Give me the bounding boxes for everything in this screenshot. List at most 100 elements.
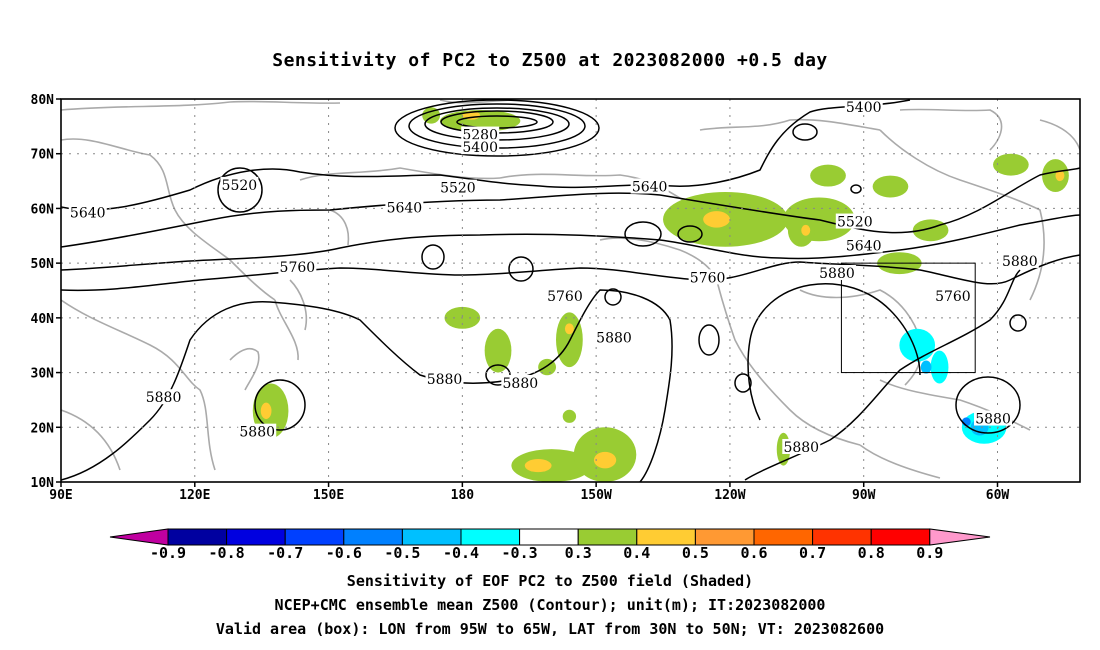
lat-label: 40N <box>31 312 55 327</box>
lon-label: 90E <box>49 488 72 503</box>
shading-patch <box>993 153 1029 176</box>
contour-label: 5880 <box>239 425 275 441</box>
lon-label: 90W <box>852 488 876 503</box>
colorbar-cell <box>226 528 286 546</box>
shading-patch <box>1055 170 1065 182</box>
lat-label: 70N <box>31 148 55 163</box>
contour-label: 5880 <box>503 376 539 392</box>
colorbar-label: 0.5 <box>682 544 709 562</box>
sensitivity-shading <box>252 107 1069 482</box>
contour-label: 5760 <box>690 270 726 286</box>
contour-label-bg <box>782 438 821 454</box>
shading-patch <box>593 451 617 469</box>
contour-label-bg <box>545 287 584 303</box>
shading-patch <box>787 213 815 247</box>
contour-label-bg <box>817 264 856 280</box>
shading-patch <box>801 224 811 236</box>
contour-label-bg <box>933 287 972 303</box>
colorbar-cell <box>870 528 931 546</box>
contour-label-bg <box>425 371 464 387</box>
contour-label: 5880 <box>975 412 1011 428</box>
lat-label: 60N <box>31 202 55 217</box>
colorbar-label: -0.9 <box>150 544 186 562</box>
shading-patch <box>872 175 909 198</box>
lat-label: 20N <box>31 421 55 436</box>
shading-patch <box>703 211 730 228</box>
contour-label: 5520 <box>222 178 258 194</box>
colorbar-cell <box>343 528 403 546</box>
shading-patch <box>524 459 552 473</box>
contour-label: 5760 <box>935 289 971 305</box>
contour-label: 5520 <box>440 181 476 197</box>
colorbar-cell <box>460 528 521 546</box>
colorbar-label: 0.3 <box>565 544 592 562</box>
colorbar-label: -0.7 <box>267 544 303 562</box>
shading-patch <box>562 409 577 423</box>
shading-patch <box>564 323 574 335</box>
valid-area-box <box>840 262 976 374</box>
shading-patch <box>810 164 846 187</box>
contour-label: 5640 <box>387 200 423 216</box>
contour-label-bg <box>844 99 883 115</box>
lon-label: 150E <box>313 488 344 503</box>
footer-line-1: Sensitivity of EOF PC2 to Z500 field (Sh… <box>346 572 754 590</box>
lat-label: 30N <box>31 367 55 382</box>
coastlines <box>61 99 1080 479</box>
shading-patch <box>920 360 932 374</box>
contour-label-bg <box>438 179 477 195</box>
lon-label: 150W <box>580 488 611 503</box>
contour-label-bg <box>844 237 883 253</box>
contour-label-bg <box>835 213 874 229</box>
colorbar-tip-left <box>109 528 169 546</box>
title: Sensitivity of PC2 to Z500 at 2023082000… <box>272 50 828 71</box>
contour-label: 5400 <box>846 100 882 116</box>
lon-label: 60W <box>986 488 1010 503</box>
contour-label: 5880 <box>1002 254 1038 270</box>
lon-label: 120W <box>714 488 745 503</box>
footer-line-3: Valid area (box): LON from 95W to 65W, L… <box>215 620 885 638</box>
footer-line-2: NCEP+CMC ensemble mean Z500 (Contour); u… <box>274 596 826 614</box>
colorbar-label: -0.6 <box>326 544 362 562</box>
contour-label-bg <box>501 374 540 390</box>
shading-patch <box>899 328 936 362</box>
contour-label-bg <box>461 126 500 142</box>
lat-label: 50N <box>31 257 55 272</box>
colorbar-label: 0.7 <box>799 544 826 562</box>
contour-label-bg <box>238 423 277 439</box>
colorbar-cell <box>167 528 228 546</box>
contour-label: 5400 <box>462 140 498 156</box>
colorbar-cell <box>812 528 872 546</box>
colorbar-label: -0.8 <box>209 544 245 562</box>
colorbar-label: 0.8 <box>858 544 885 562</box>
contour-label-bg <box>974 410 1013 426</box>
contour-label: 5880 <box>146 390 182 406</box>
lat-label: 10N <box>31 476 55 491</box>
contour-label-bg <box>278 258 317 274</box>
colorbar-cell <box>694 528 755 546</box>
contour-label: 5640 <box>846 239 882 255</box>
contour-label-bg <box>630 178 669 194</box>
lat-label: 80N <box>31 93 55 108</box>
contour-label-bg <box>1000 252 1039 268</box>
colorbar-label: 0.6 <box>740 544 767 562</box>
colorbar-label: -0.5 <box>384 544 420 562</box>
colorbar-label: 0.4 <box>623 544 650 562</box>
colorbar-cell <box>577 528 638 546</box>
contour-label-bg <box>68 204 107 220</box>
shading-patch <box>930 350 949 384</box>
colorbar-cell <box>636 528 696 546</box>
colorbar-cell <box>401 528 462 546</box>
contour-label-bg <box>688 269 727 285</box>
contour-label: 5760 <box>547 289 583 305</box>
map-frame <box>60 98 1081 483</box>
contour-label-bg <box>144 389 183 405</box>
contour-label: 5640 <box>70 205 106 221</box>
contour-label: 5880 <box>596 331 632 347</box>
lon-label: 180 <box>451 488 475 503</box>
z500-contours <box>61 99 1080 482</box>
shading-patch <box>484 328 512 373</box>
contour-label-bg <box>385 199 424 215</box>
